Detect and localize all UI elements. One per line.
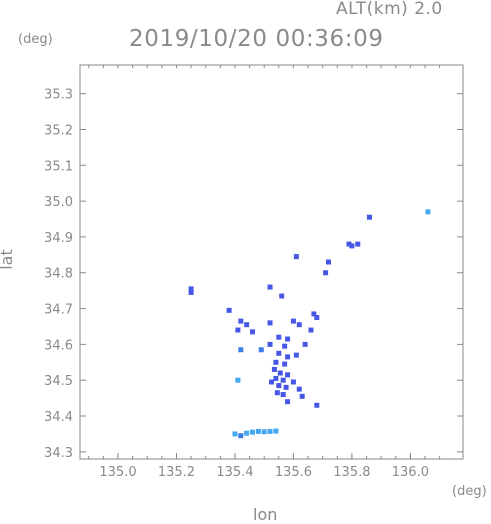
y-axis-unit: (deg) bbox=[18, 32, 53, 47]
echo-point bbox=[235, 327, 241, 333]
echo-point bbox=[238, 318, 244, 324]
echo-point bbox=[249, 429, 255, 435]
echo-point bbox=[282, 361, 288, 367]
x-axis-label: lon bbox=[253, 505, 278, 524]
altitude-label: ALT(km) 2.0 bbox=[336, 0, 443, 19]
echo-point bbox=[269, 379, 274, 385]
echo-point bbox=[188, 286, 194, 292]
echo-point bbox=[271, 366, 277, 372]
echo-point bbox=[235, 377, 241, 383]
echo-point bbox=[280, 377, 286, 383]
echo-point bbox=[226, 307, 232, 313]
echo-point bbox=[323, 270, 329, 276]
x-tick-label: 135.4 bbox=[216, 465, 253, 480]
y-tick-label: 34.8 bbox=[44, 267, 73, 282]
echo-point bbox=[274, 390, 280, 396]
echo-point bbox=[267, 284, 273, 290]
echo-point bbox=[285, 354, 291, 360]
echo-point bbox=[277, 370, 283, 376]
echo-point bbox=[267, 428, 273, 434]
echo-point bbox=[276, 350, 282, 356]
echo-point bbox=[366, 214, 372, 220]
echo-point bbox=[296, 386, 302, 392]
y-tick-label: 34.6 bbox=[44, 338, 73, 353]
y-tick-label: 34.5 bbox=[44, 374, 73, 389]
echo-point bbox=[273, 359, 279, 365]
echo-point bbox=[255, 428, 261, 434]
y-tick-label: 35.3 bbox=[44, 88, 73, 103]
echo-point bbox=[299, 393, 305, 399]
y-tick-label: 34.7 bbox=[44, 303, 73, 318]
echo-point bbox=[311, 311, 317, 317]
echo-point bbox=[249, 329, 255, 335]
x-axis-unit: (deg) bbox=[452, 484, 487, 499]
echo-point bbox=[279, 293, 285, 299]
echo-point bbox=[285, 336, 291, 342]
echo-point bbox=[302, 341, 308, 347]
echo-point bbox=[282, 343, 288, 349]
x-tick-label: 135.8 bbox=[333, 465, 370, 480]
echo-point bbox=[273, 428, 279, 434]
echo-point bbox=[273, 375, 279, 381]
y-tick-label: 34.4 bbox=[44, 410, 73, 425]
echo-point bbox=[314, 402, 320, 408]
echo-point bbox=[349, 243, 355, 249]
echo-point bbox=[346, 241, 352, 247]
echo-point bbox=[188, 289, 194, 295]
echo-point bbox=[267, 320, 273, 326]
echo-point bbox=[238, 433, 244, 439]
echo-point bbox=[326, 259, 332, 265]
x-tick-label: 136.0 bbox=[392, 465, 429, 480]
echo-point bbox=[355, 241, 361, 247]
echo-point bbox=[276, 383, 282, 389]
echo-point bbox=[285, 399, 291, 405]
y-tick-label: 35.1 bbox=[44, 159, 73, 174]
echo-point bbox=[280, 392, 286, 398]
x-tick-label: 135.6 bbox=[275, 465, 312, 480]
echo-point bbox=[290, 318, 296, 324]
x-tick-label: 135.0 bbox=[99, 465, 136, 480]
echo-point bbox=[425, 209, 431, 215]
echo-marks bbox=[188, 209, 431, 439]
echo-point bbox=[276, 334, 282, 340]
echo-point bbox=[293, 254, 299, 260]
echo-point bbox=[293, 352, 299, 358]
echo-point bbox=[232, 431, 238, 437]
echo-point bbox=[290, 379, 296, 385]
chart-timestamp-title: 2019/10/20 00:36:09 bbox=[129, 26, 384, 52]
echo-point bbox=[258, 347, 264, 353]
y-tick-label: 35.2 bbox=[44, 123, 73, 138]
echo-point bbox=[296, 322, 302, 328]
echo-point bbox=[314, 315, 320, 321]
echo-point bbox=[267, 341, 273, 347]
echo-point bbox=[285, 372, 291, 378]
y-tick-label: 34.9 bbox=[44, 231, 73, 246]
echo-point bbox=[261, 429, 267, 435]
plot-frame bbox=[79, 64, 464, 460]
echo-point bbox=[238, 347, 244, 353]
axis-ticks: 135.0 135.2 135.4 135.6 135.8 136.0 34.3 34.4 34… bbox=[44, 65, 463, 480]
y-tick-label: 34.3 bbox=[44, 446, 73, 461]
x-tick-label: 135.2 bbox=[158, 465, 195, 480]
echo-point bbox=[308, 327, 314, 333]
echo-point bbox=[244, 430, 250, 436]
y-tick-label: 35.0 bbox=[44, 195, 73, 210]
echo-point bbox=[283, 384, 289, 390]
echo-point bbox=[244, 322, 250, 328]
